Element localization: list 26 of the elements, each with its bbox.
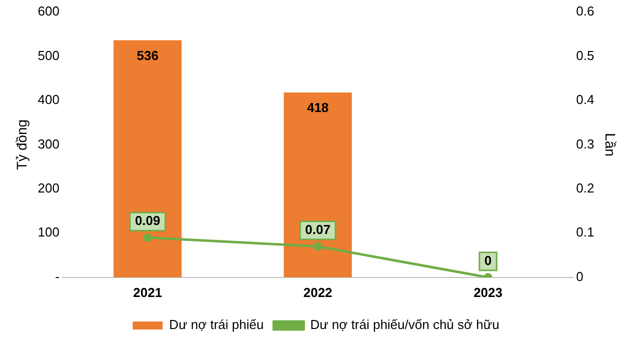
y2-tick-label: 0.3 xyxy=(576,136,594,152)
y-tick-label: - xyxy=(55,268,60,284)
y-tick-label: 600 xyxy=(38,4,60,19)
y-tick-label: 100 xyxy=(38,224,60,240)
data-label: 0.07 xyxy=(305,222,330,238)
data-label: 536 xyxy=(136,48,158,63)
y2-tick-label: 0 xyxy=(576,268,584,284)
y2-tick-label: 0.6 xyxy=(576,4,594,19)
y2-tick-label: 0.2 xyxy=(576,180,594,196)
y-tick-label: 400 xyxy=(38,92,60,108)
y2-tick-label: 0.1 xyxy=(576,224,594,240)
y2-tick-label: 0.4 xyxy=(576,92,594,108)
x-tick-label: 2022 xyxy=(303,284,332,300)
x-tick-label: 2023 xyxy=(474,284,502,300)
data-label: 0 xyxy=(484,252,492,268)
y2-axis-title: Lần xyxy=(602,133,619,156)
y-tick-label: 300 xyxy=(38,136,60,152)
legend-label: Dư nợ trái phiếu xyxy=(169,317,264,332)
data-label: 0.09 xyxy=(134,213,160,228)
y-axis-title: Tỷ đồng xyxy=(13,119,30,170)
data-label: 418 xyxy=(306,100,329,116)
y-tick-label: 200 xyxy=(38,180,60,196)
x-tick-label: 2021 xyxy=(133,284,162,300)
y-tick-label: 500 xyxy=(38,48,60,63)
y2-tick-label: 0.5 xyxy=(576,48,594,63)
legend-label: Dư nợ trái phiếu/vốn chủ sở hữu xyxy=(310,317,500,332)
